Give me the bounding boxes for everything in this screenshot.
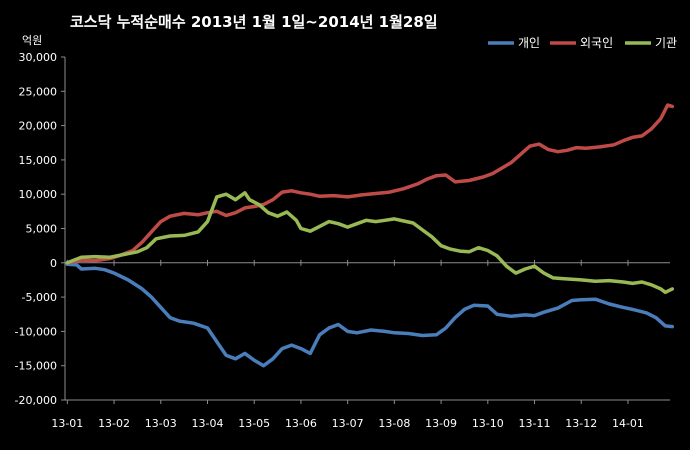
axes: 30,000 25,000 20,000 15,000 10,000 5,000 0 -5,0… bbox=[15, 51, 670, 430]
y-tick-label: 25,000 bbox=[19, 85, 58, 98]
legend: 개인 외국인 기관 bbox=[488, 36, 677, 50]
y-tick-label: 0 bbox=[50, 257, 57, 270]
x-tick-label: 13-07 bbox=[332, 417, 364, 430]
series-line-0 bbox=[65, 262, 675, 368]
y-tick-label: -10,000 bbox=[15, 325, 57, 338]
y-tick-label: 15,000 bbox=[19, 154, 58, 167]
x-tick-label: 13-09 bbox=[425, 417, 457, 430]
x-tick-label: 13-03 bbox=[145, 417, 177, 430]
y-tick-label: 10,000 bbox=[19, 188, 58, 201]
series-line-1 bbox=[65, 103, 675, 265]
x-tick-label: 13-08 bbox=[378, 417, 410, 430]
legend-label-1: 외국인 bbox=[580, 36, 613, 50]
x-tick-label: 13-02 bbox=[98, 417, 130, 430]
x-tick-label: 14-01 bbox=[612, 417, 644, 430]
series-line-2 bbox=[65, 191, 675, 295]
x-tick-label: 13-10 bbox=[472, 417, 504, 430]
y-tick-label: 30,000 bbox=[19, 51, 58, 64]
legend-label-2: 기관 bbox=[655, 36, 677, 50]
y-unit-label: 억원 bbox=[22, 34, 42, 47]
x-tick-label: 13-12 bbox=[565, 417, 597, 430]
x-tick-label: 13-05 bbox=[238, 417, 270, 430]
x-tick-label: 13-11 bbox=[519, 417, 551, 430]
x-tick-label: 13-04 bbox=[192, 417, 224, 430]
y-tick-label: 5,000 bbox=[26, 223, 58, 236]
y-tick-label: -5,000 bbox=[22, 291, 57, 304]
y-tick-label: -20,000 bbox=[15, 394, 57, 407]
series-lines bbox=[65, 103, 675, 368]
chart-title: 코스닥 누적순매수 2013년 1월 1일~2014년 1월28일 bbox=[70, 13, 438, 31]
legend-label-0: 개인 bbox=[518, 36, 540, 50]
x-tick-label: 13-06 bbox=[285, 417, 317, 430]
y-tick-label: 20,000 bbox=[19, 120, 58, 133]
y-tick-label: -15,000 bbox=[15, 360, 57, 373]
x-tick-label: 13-01 bbox=[51, 417, 83, 430]
